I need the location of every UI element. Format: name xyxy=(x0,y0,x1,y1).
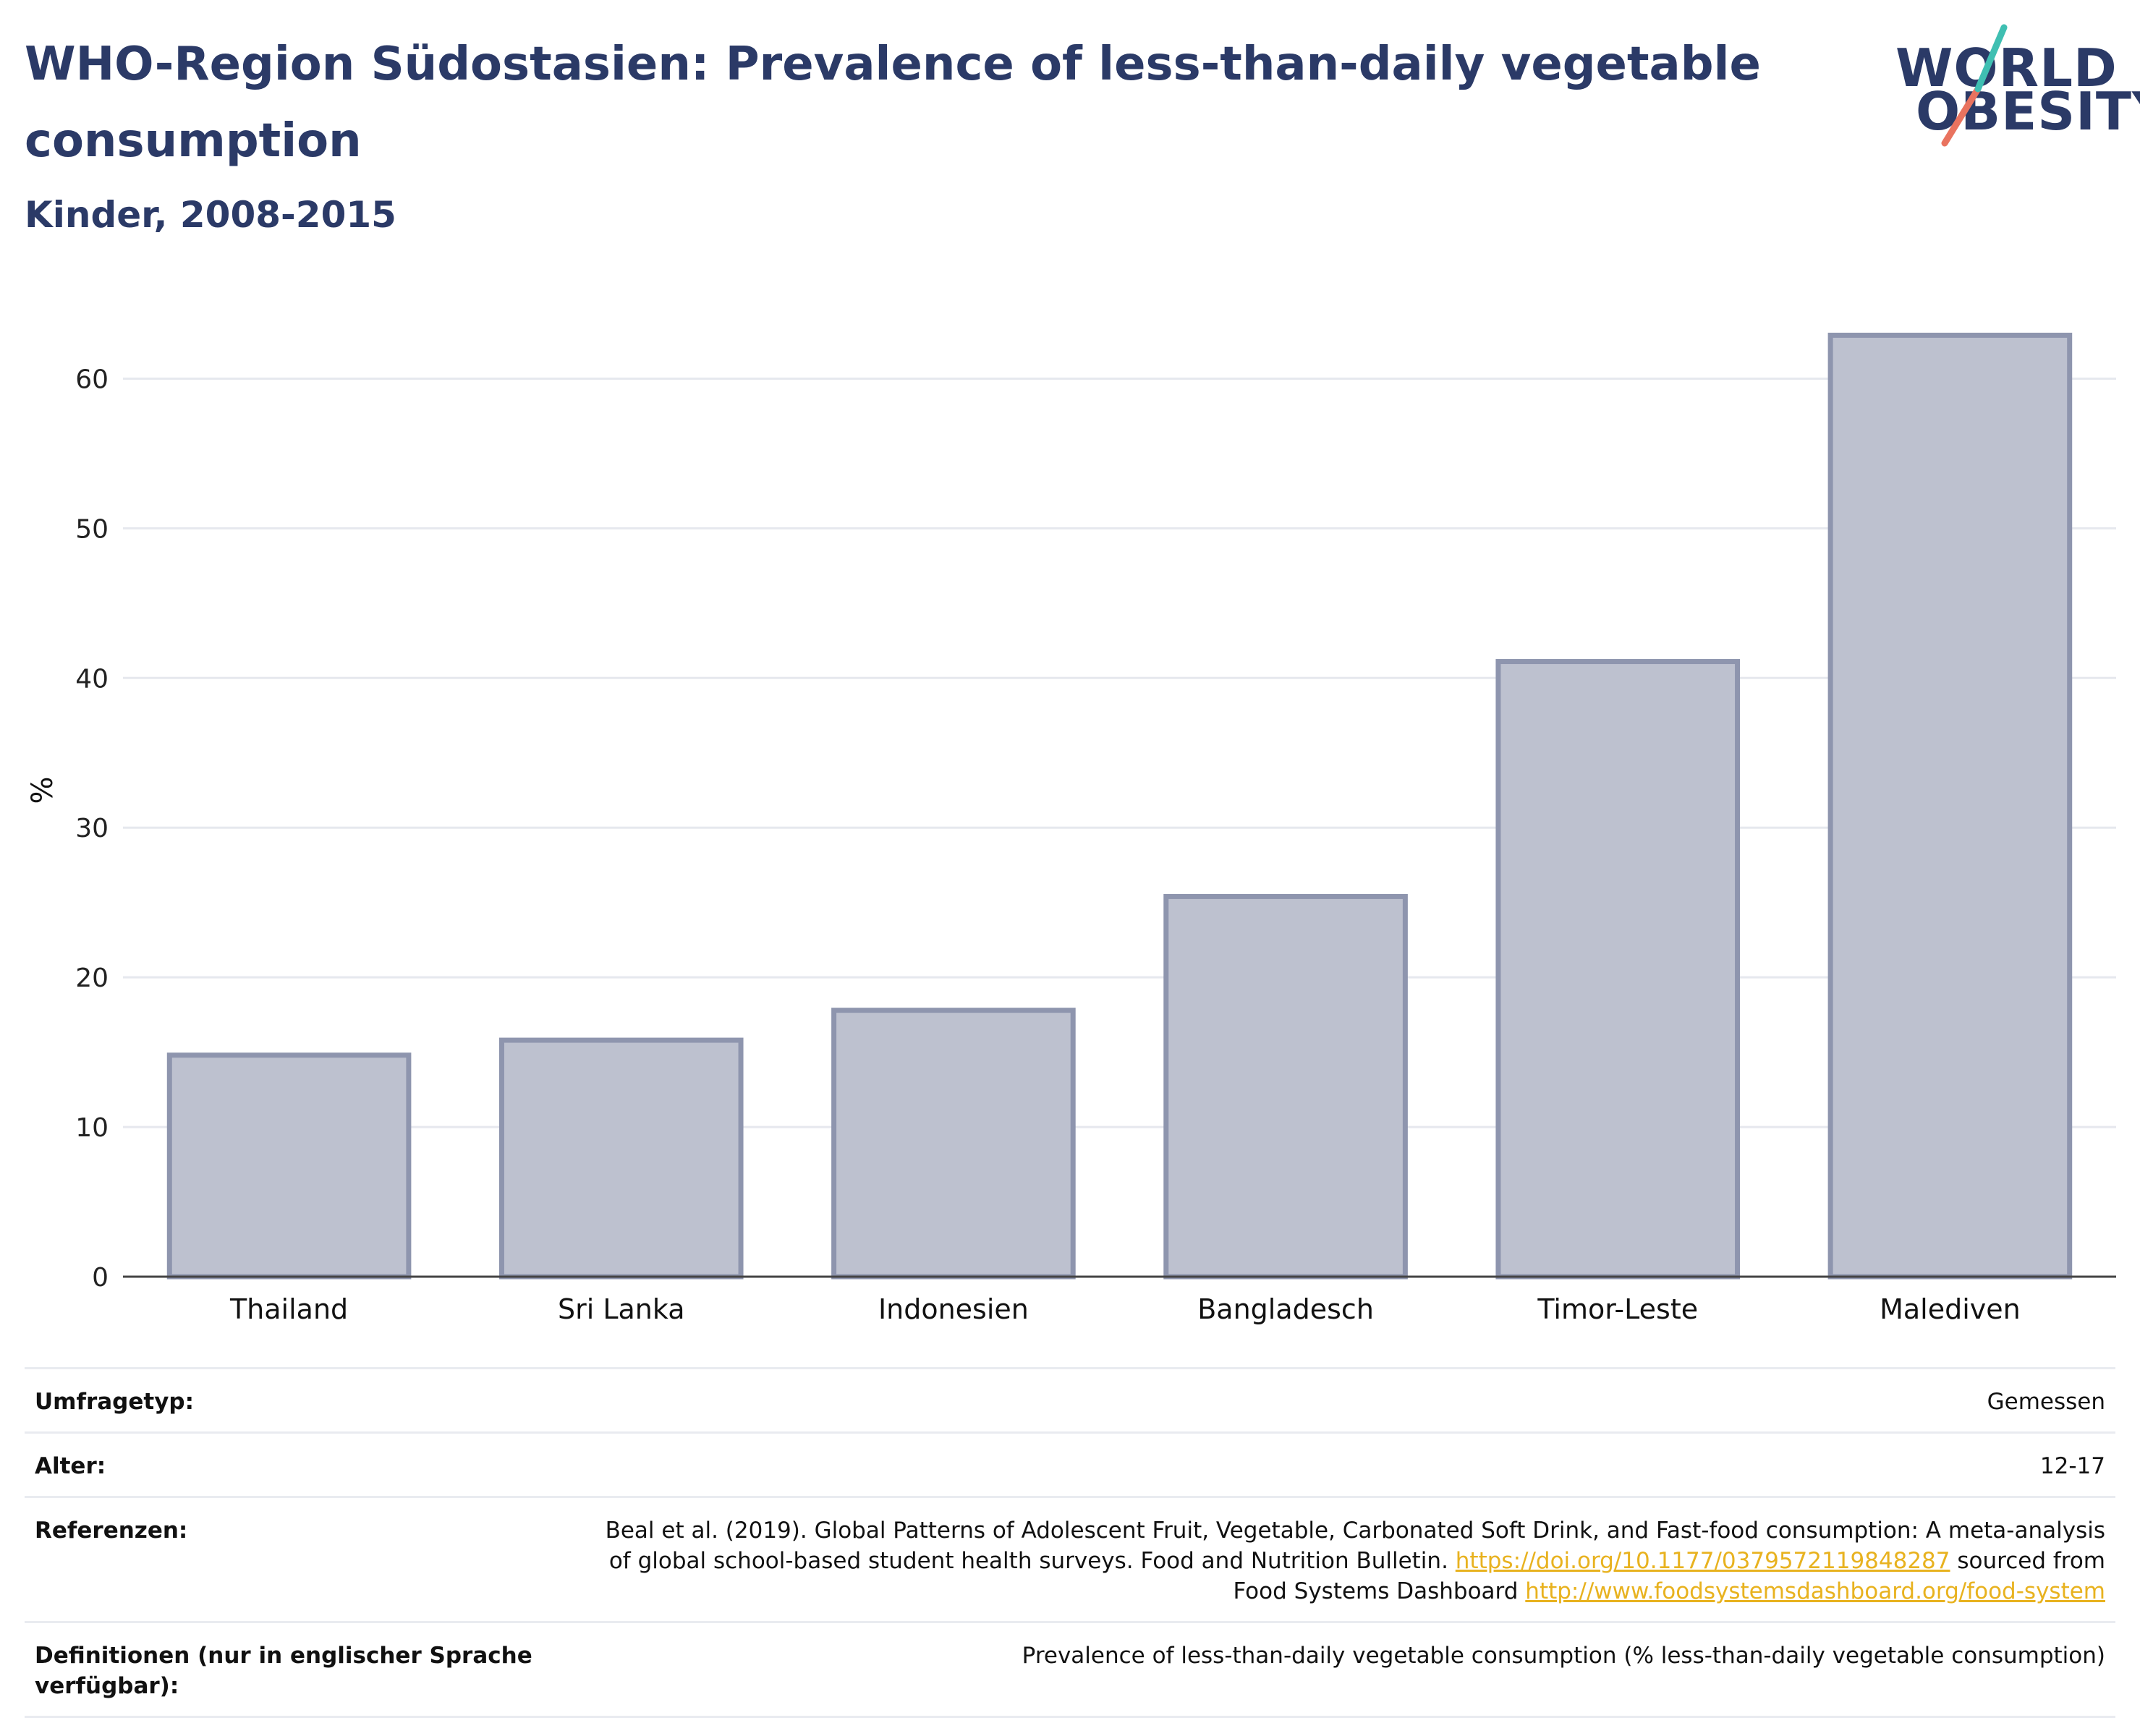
definitions-label: Definitionen (nur in englischer Sprache … xyxy=(25,1621,551,1718)
logo-line-1: WORLD xyxy=(1895,38,2118,98)
x-tick-label: Malediven xyxy=(1880,1293,2021,1325)
logo-slash-icon xyxy=(1941,24,2008,147)
bar-timor-leste xyxy=(1495,659,1741,1280)
age-label: Alter: xyxy=(25,1431,551,1497)
meta-row-references: Referenzen: Beal et al. (2019). Global P… xyxy=(25,1496,2115,1622)
reference-text-2: of global school-based student health su… xyxy=(608,1548,1448,1574)
references-label: Referenzen: xyxy=(25,1496,551,1622)
y-tick-label: 30 xyxy=(75,814,109,843)
world-obesity-logo: WORLD OBESITY xyxy=(1888,20,2140,158)
meta-row-survey: Umfragetyp: Gemessen xyxy=(25,1367,2115,1433)
x-axis-labels: Thailand Sri Lanka Indonesien Bangladesch Ti… xyxy=(229,1293,2021,1325)
bar-thailand xyxy=(166,1052,412,1280)
x-tick-label: Indonesien xyxy=(878,1293,1029,1325)
y-tick-label: 10 xyxy=(75,1113,109,1143)
bar-indonesien xyxy=(831,1008,1076,1280)
chart-subtitle: Kinder, 2008-2015 xyxy=(25,194,396,236)
x-tick-label: Timor-Leste xyxy=(1537,1293,1698,1325)
metadata-table: Umfragetyp: Gemessen Alter: 12-17 Refere… xyxy=(25,1367,2115,1718)
bar-malediven xyxy=(1827,332,2073,1280)
chart-title: WHO-Region Südostasien: Prevalence of le… xyxy=(25,38,1761,168)
y-tick-label: 60 xyxy=(75,365,109,394)
reference-text-4: Food Systems Dashboard xyxy=(1233,1578,1519,1604)
y-tick-label: 20 xyxy=(75,963,109,993)
definitions-value: Prevalence of less-than-daily vegetable … xyxy=(551,1621,2115,1718)
survey-type-value: Gemessen xyxy=(551,1367,2115,1433)
bar-bangladesch xyxy=(1163,893,1408,1280)
y-tick-label: 40 xyxy=(75,664,109,694)
y-axis-label: % xyxy=(26,776,59,804)
reference-text-3: sourced from xyxy=(1957,1548,2105,1574)
y-axis-ticks: 0 10 20 30 40 50 60 xyxy=(75,365,109,1293)
reference-text-1: Beal et al. (2019). Global Patterns of A… xyxy=(605,1518,2105,1544)
references-value: Beal et al. (2019). Global Patterns of A… xyxy=(551,1496,2115,1622)
x-tick-label: Sri Lanka xyxy=(558,1293,685,1325)
x-tick-label: Bangladesch xyxy=(1197,1293,1374,1325)
bar-chart: 0 10 20 30 40 50 60 Thailand Sri Lanka Indonesie… xyxy=(26,332,2116,1325)
doi-link[interactable]: https://doi.org/10.1177/0379572119848287 xyxy=(1455,1548,1950,1574)
y-tick-label: 50 xyxy=(75,514,109,544)
bar-sri-lanka xyxy=(498,1037,744,1280)
grid-lines xyxy=(123,377,2116,1128)
x-tick-label: Thailand xyxy=(229,1293,348,1325)
meta-row-definitions: Definitionen (nur in englischer Sprache … xyxy=(25,1621,2115,1718)
survey-type-label: Umfragetyp: xyxy=(25,1367,551,1433)
food-systems-link[interactable]: http://www.foodsystemsdashboard.org/food… xyxy=(1525,1578,2105,1604)
y-tick-label: 0 xyxy=(92,1263,109,1293)
age-value: 12-17 xyxy=(551,1431,2115,1497)
meta-row-age: Alter: 12-17 xyxy=(25,1431,2115,1497)
bars xyxy=(166,332,2073,1280)
